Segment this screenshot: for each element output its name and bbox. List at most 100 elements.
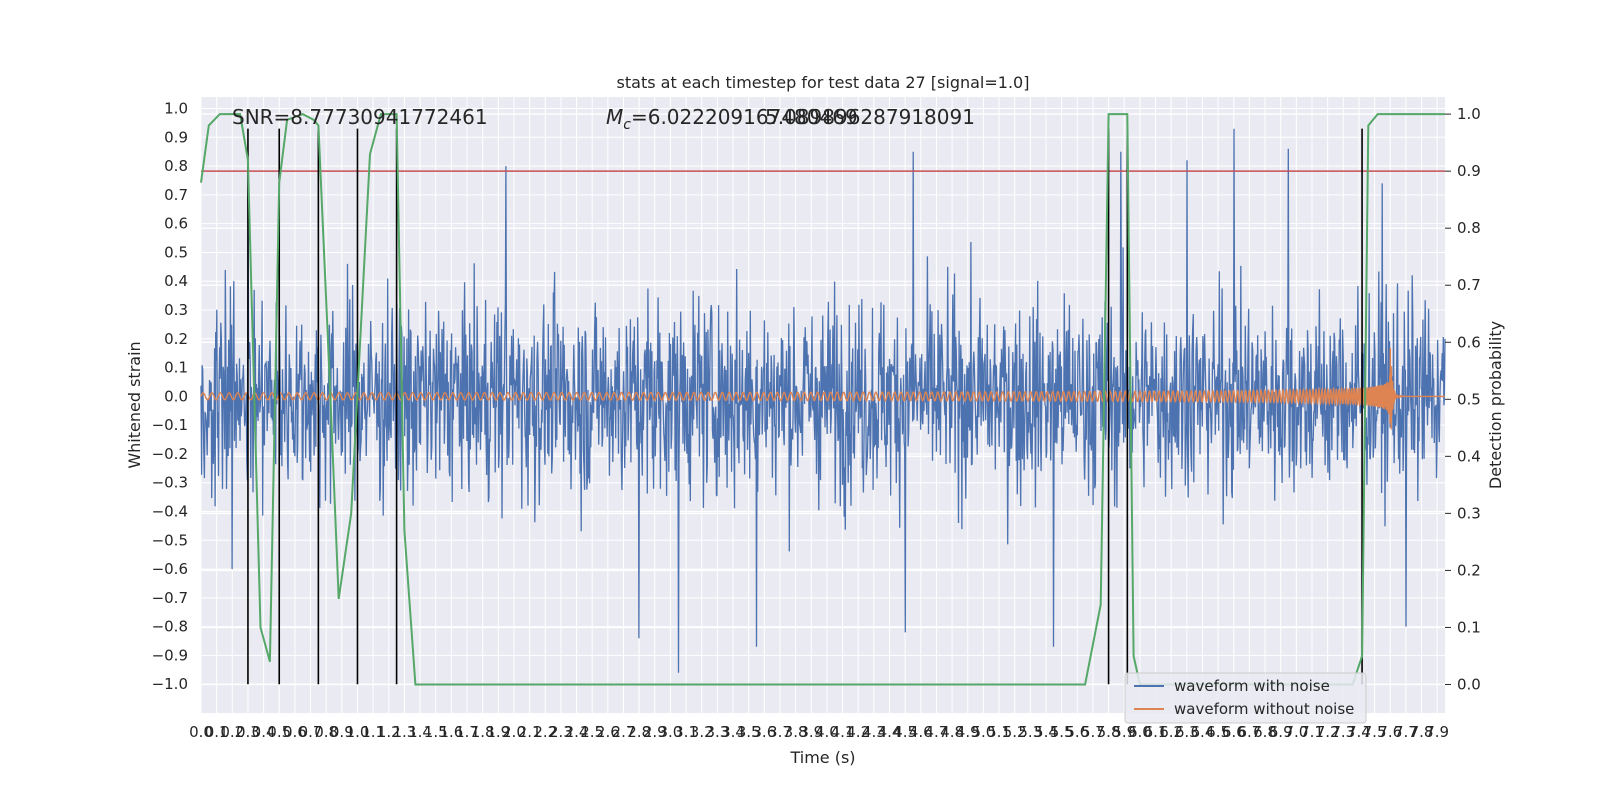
x-tick-label: 6.4 <box>1191 723 1215 741</box>
x-tick-label: 4.4 <box>878 723 902 741</box>
x-tick-label: 5.9 <box>1112 723 1136 741</box>
chart-title: stats at each timestep for test data 27 … <box>617 73 1030 92</box>
x-tick-label: 4.8 <box>940 723 964 741</box>
x-tick-label: 5.6 <box>1065 723 1089 741</box>
x-tick-label: 0.0 <box>189 723 213 741</box>
x-tick-label: 5.2 <box>1003 723 1027 741</box>
x-tick-label: 0.7 <box>299 723 323 741</box>
x-tick-label: 1.1 <box>361 723 385 741</box>
x-tick-label: 2.6 <box>596 723 620 741</box>
y-tick-label: 0.8 <box>164 157 188 175</box>
x-tick-label: 7.2 <box>1316 723 1340 741</box>
x-tick-label: 0.2 <box>220 723 244 741</box>
x-tick-label: 1.7 <box>455 723 479 741</box>
y-tick-label: −0.9 <box>152 646 188 664</box>
y-tick-label: 0.0 <box>164 387 188 405</box>
y-right-tick-label: 0.1 <box>1457 618 1481 636</box>
x-tick-label: 6.7 <box>1237 723 1261 741</box>
x-tick-label: 3.7 <box>768 723 792 741</box>
x-tick-label: 3.4 <box>721 723 745 741</box>
x-tick-label: 4.1 <box>831 723 855 741</box>
legend: waveform with noise waveform without noi… <box>1124 672 1367 724</box>
x-tick-label: 6.0 <box>1128 723 1152 741</box>
x-tick-label: 3.5 <box>737 723 761 741</box>
legend-label-noise: waveform with noise <box>1174 677 1330 695</box>
x-tick-label: 2.3 <box>549 723 573 741</box>
x-tick-label: 4.6 <box>909 723 933 741</box>
x-tick-label: 7.5 <box>1363 723 1387 741</box>
x-tick-label: 2.7 <box>612 723 636 741</box>
x-tick-label: 0.1 <box>205 723 229 741</box>
x-tick-label: 4.7 <box>925 723 949 741</box>
x-tick-label: 2.1 <box>518 723 542 741</box>
x-tick-label: 3.2 <box>690 723 714 741</box>
x-tick-label: 6.2 <box>1159 723 1183 741</box>
y-tick-label: 0.6 <box>164 215 188 233</box>
x-tick-label: 6.8 <box>1253 723 1277 741</box>
x-tick-label: 3.9 <box>799 723 823 741</box>
x-tick-label: 5.7 <box>1081 723 1105 741</box>
x-tick-label: 0.3 <box>236 723 260 741</box>
x-tick-label: 4.2 <box>846 723 870 741</box>
y-tick-label: −0.6 <box>152 560 188 578</box>
overlap-annotation: 5.089896287918091 <box>765 105 975 129</box>
y-tick-label: 0.4 <box>164 272 188 290</box>
x-tick-label: 3.1 <box>674 723 698 741</box>
x-tick-label: 2.4 <box>565 723 589 741</box>
y-tick-label: −0.3 <box>152 474 188 492</box>
x-tick-label: 7.0 <box>1284 723 1308 741</box>
x-tick-label: 4.3 <box>862 723 886 741</box>
x-tick-label: 5.5 <box>1050 723 1074 741</box>
y-tick-label: −0.4 <box>152 503 188 521</box>
x-tick-label: 6.3 <box>1175 723 1199 741</box>
x-tick-label: 3.3 <box>705 723 729 741</box>
x-tick-label: 1.9 <box>486 723 510 741</box>
y-tick-label: 0.7 <box>164 186 188 204</box>
x-tick-label: 3.0 <box>659 723 683 741</box>
x-tick-label: 1.0 <box>346 723 370 741</box>
y-tick-label: 0.3 <box>164 301 188 319</box>
y-tick-label: 0.1 <box>164 359 188 377</box>
y-tick-label: 0.5 <box>164 243 188 261</box>
x-tick-label: 1.5 <box>424 723 448 741</box>
x-tick-label: 5.3 <box>1018 723 1042 741</box>
x-tick-label: 6.5 <box>1206 723 1230 741</box>
x-axis-label: Time (s) <box>789 748 855 767</box>
y-right-tick-label: 1.0 <box>1457 105 1481 123</box>
x-tick-label: 1.4 <box>408 723 432 741</box>
y-right-tick-label: 0.8 <box>1457 219 1481 237</box>
x-tick-label: 2.5 <box>580 723 604 741</box>
legend-box <box>1124 672 1367 724</box>
x-tick-label: 7.3 <box>1331 723 1355 741</box>
series-waveform-with-noise <box>200 128 1446 673</box>
x-tick-label: 5.1 <box>987 723 1011 741</box>
x-tick-label: 3.6 <box>752 723 776 741</box>
y-right-tick-label: 0.9 <box>1457 162 1481 180</box>
x-tick-label: 2.2 <box>533 723 557 741</box>
x-tick-label: 7.8 <box>1410 723 1434 741</box>
x-tick-label: 3.8 <box>784 723 808 741</box>
x-tick-label: 0.4 <box>252 723 276 741</box>
x-tick-label: 5.0 <box>971 723 995 741</box>
y-tick-label: −1.0 <box>152 675 188 693</box>
x-tick-label: 0.5 <box>267 723 291 741</box>
x-tick-label: 2.9 <box>643 723 667 741</box>
legend-label-clean: waveform without noise <box>1174 700 1354 718</box>
x-tick-label: 7.6 <box>1378 723 1402 741</box>
mc-value: =6.022209167480469 <box>631 105 858 129</box>
y-axis-left: 1.0 0.9 0.8 0.7 0.6 0.5 0.4 0.3 0.2 0.1 0.0 −0.1 −0.… <box>152 100 188 694</box>
x-tick-label: 5.8 <box>1097 723 1121 741</box>
x-tick-label: 0.9 <box>330 723 354 741</box>
x-tick-label: 0.8 <box>314 723 338 741</box>
y-axis-right: 1.0 0.9 0.8 0.7 0.6 0.5 0.4 0.3 0.2 0.1 0.0 <box>1445 105 1481 693</box>
y-right-tick-label: 0.2 <box>1457 561 1481 579</box>
y-tick-label: 0.2 <box>164 330 188 348</box>
x-tick-label: 7.4 <box>1347 723 1371 741</box>
x-tick-label: 0.6 <box>283 723 307 741</box>
x-tick-label: 7.7 <box>1394 723 1418 741</box>
x-tick-label: 2.8 <box>627 723 651 741</box>
y-right-tick-label: 0.7 <box>1457 276 1481 294</box>
x-tick-label: 4.9 <box>956 723 980 741</box>
mc-annotation: Mc=6.022209167480469 <box>606 105 858 133</box>
